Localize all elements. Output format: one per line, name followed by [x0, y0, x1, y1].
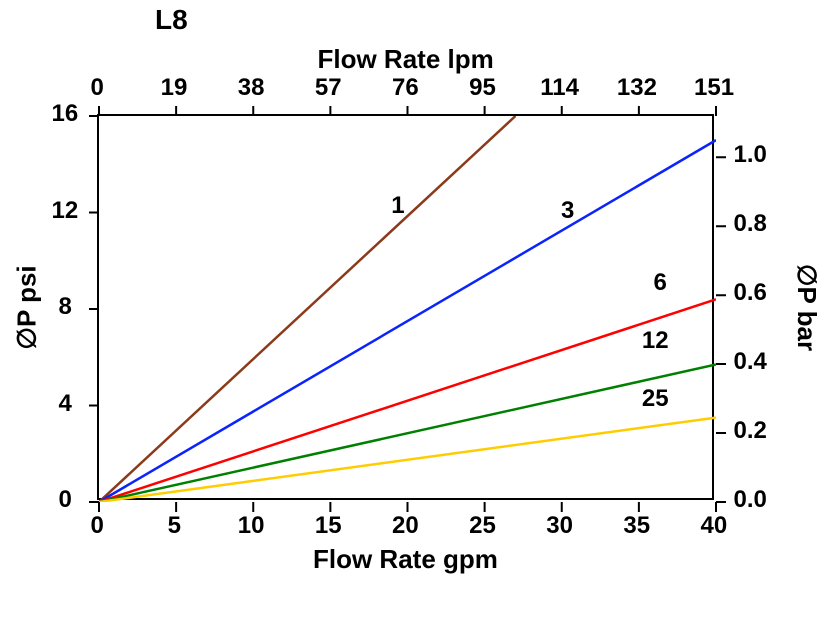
y-right-tick-0: 0.0 — [734, 486, 767, 514]
x-top-tick-5: 95 — [469, 74, 496, 102]
series-line-25 — [99, 418, 716, 502]
x-bottom-tick-25: 25 — [469, 512, 496, 540]
plot-svg — [99, 116, 716, 502]
x-top-tick-0: 0 — [91, 74, 104, 102]
chart-l8: L8 Flow Rate lpm Flow Rate gpm ∅P psi ∅P… — [0, 0, 838, 644]
y-left-axis-label: ∅P psi — [12, 265, 43, 349]
x-bottom-tick-35: 35 — [623, 512, 650, 540]
series-line-3 — [99, 140, 716, 502]
x-bottom-tick-5: 5 — [168, 512, 181, 540]
x-top-tick-2: 38 — [238, 74, 265, 102]
x-bottom-axis-label: Flow Rate gpm — [313, 544, 498, 575]
x-bottom-tick-0: 0 — [91, 512, 104, 540]
series-label-12: 12 — [642, 327, 669, 355]
plot-area — [97, 114, 714, 500]
x-bottom-tick-30: 30 — [546, 512, 573, 540]
y-right-tick-1: 0.2 — [734, 417, 767, 445]
x-top-tick-7: 132 — [617, 74, 657, 102]
x-top-axis-label: Flow Rate lpm — [318, 44, 494, 75]
y-left-tick-12: 12 — [52, 197, 79, 225]
y-left-tick-16: 16 — [52, 100, 79, 128]
x-bottom-tick-15: 15 — [315, 512, 342, 540]
series-label-3: 3 — [561, 197, 574, 225]
y-left-tick-8: 8 — [59, 293, 72, 321]
x-bottom-tick-10: 10 — [238, 512, 265, 540]
series-line-6 — [99, 299, 716, 502]
y-right-axis-label: ∅P bar — [791, 263, 822, 350]
x-top-tick-6: 114 — [540, 74, 579, 102]
y-left-tick-0: 0 — [59, 486, 72, 514]
y-right-tick-5: 1.0 — [734, 141, 767, 169]
x-top-tick-8: 151 — [694, 74, 734, 102]
x-bottom-tick-40: 40 — [701, 512, 728, 540]
series-label-25: 25 — [642, 385, 669, 413]
y-left-tick-4: 4 — [59, 390, 72, 418]
y-right-tick-4: 0.8 — [734, 210, 767, 238]
chart-title: L8 — [155, 4, 188, 36]
series-label-1: 1 — [391, 192, 404, 220]
x-top-tick-1: 19 — [161, 74, 188, 102]
y-right-tick-2: 0.4 — [734, 348, 767, 376]
series-label-6: 6 — [654, 269, 667, 297]
series-line-12 — [99, 364, 716, 502]
x-top-tick-4: 76 — [392, 74, 419, 102]
x-top-tick-3: 57 — [315, 74, 342, 102]
series-line-1 — [99, 116, 515, 502]
x-bottom-tick-20: 20 — [392, 512, 419, 540]
y-right-tick-3: 0.6 — [734, 279, 767, 307]
